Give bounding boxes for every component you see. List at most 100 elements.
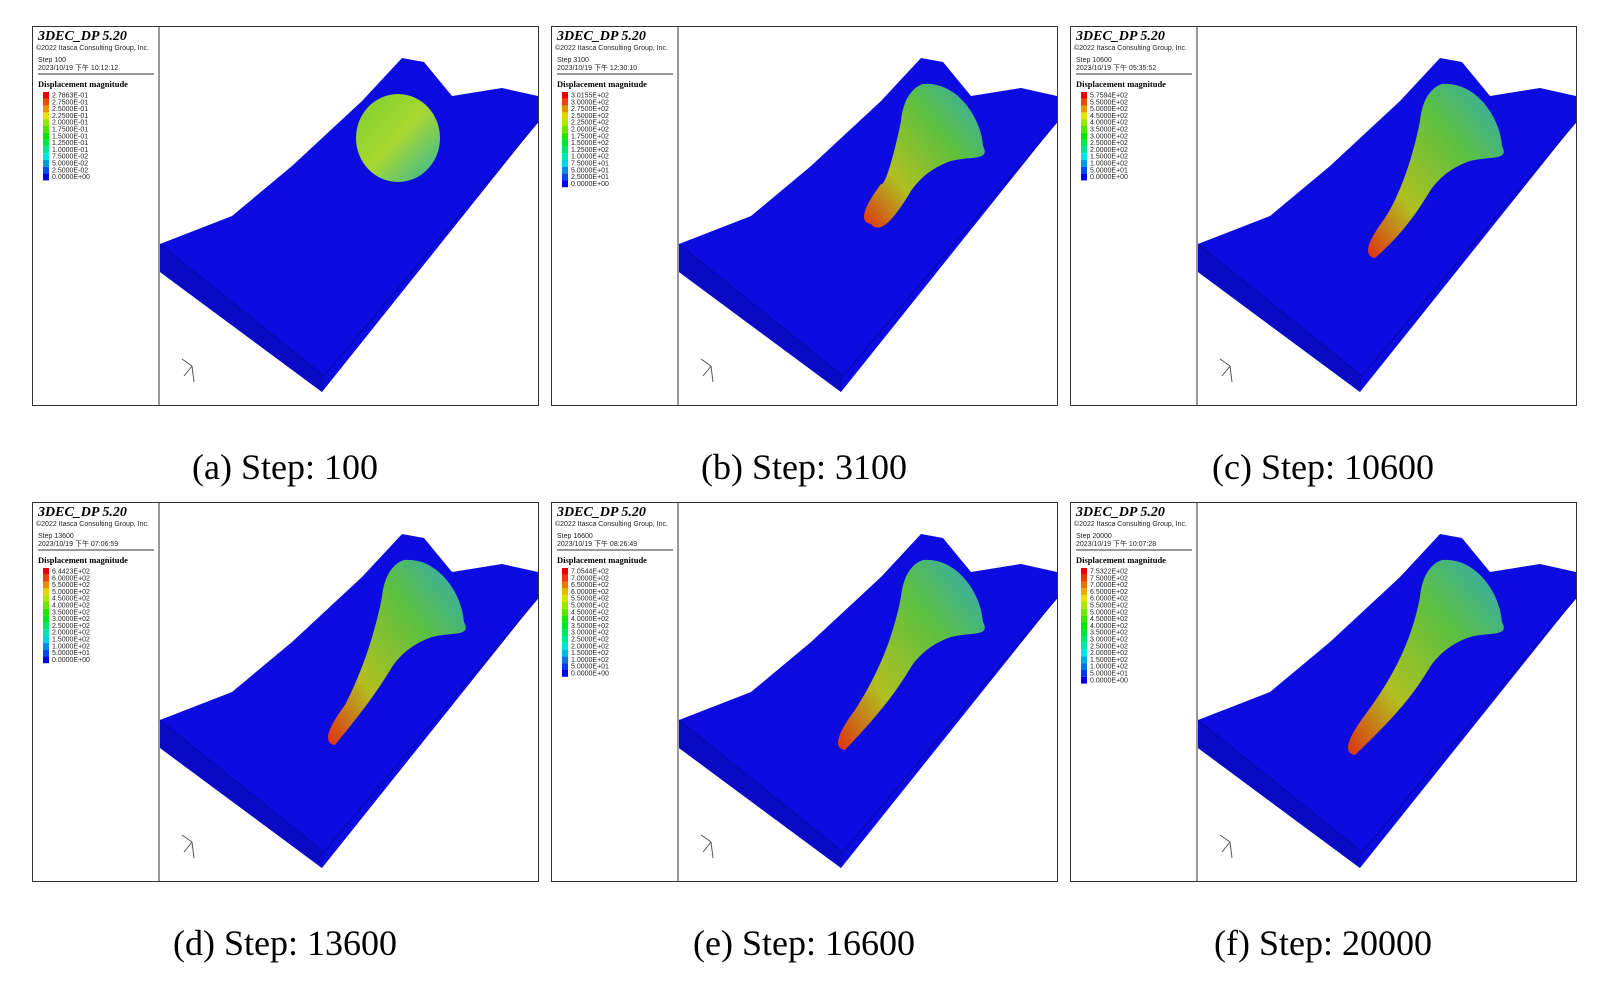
legend-swatch [1081,98,1087,106]
legend-swatch [562,112,568,120]
legend-label: 2.5000E+02 [1090,643,1128,650]
legend-swatch [562,649,568,657]
legend-swatch [562,670,568,677]
model-edge [678,597,1058,853]
legend-swatch [43,112,49,120]
legend-swatch [1081,622,1087,630]
legend-label: 4.5000E+02 [52,596,90,603]
legend-title: Displacement magnitude [38,555,128,565]
legend-swatch [562,160,568,167]
legend-label: 5.0000E+02 [52,589,90,596]
legend-swatch [562,615,568,623]
legend-swatch [562,574,568,582]
legend-label: 0.0000E+00 [1090,174,1128,181]
legend-swatch [43,105,49,113]
step-label: Step 13600 [38,533,74,540]
legend-swatch [1081,92,1087,99]
slide-mass [1368,83,1504,258]
legend-swatch [562,568,568,575]
legend-swatch [43,622,49,630]
legend-label: 1.7500E-01 [52,127,88,134]
legend-label: 4.5000E+02 [1090,113,1128,120]
copyright: ©2022 Itasca Consulting Group, Inc. [555,520,668,528]
legend-swatch [43,642,49,650]
legend-label: 0.0000E+00 [571,181,609,188]
legend-label: 1.5000E+02 [571,650,609,657]
legend-label: 4.5000E+02 [571,609,609,616]
legend-title: Displacement magnitude [557,79,647,89]
legend-swatch [562,588,568,596]
legend-swatch [562,132,568,140]
legend-swatch [43,595,49,602]
date-label: 2023/10/19 下午 12:30:10 [557,63,637,72]
date-label: 2023/10/19 下午 07:06:59 [38,539,118,548]
legend-label: 3.0000E+02 [52,616,90,623]
axes-glyph [700,834,714,859]
legend-swatch [43,166,49,174]
legend-label: 5.0000E+02 [1090,609,1128,616]
legend-swatch [562,629,568,636]
legend-label: 1.5000E+02 [52,637,90,644]
legend-label: 1.7500E+02 [571,133,609,140]
legend-swatch [43,139,49,147]
legend-label: 5.7594E+02 [1090,93,1128,100]
legend-swatch [1081,126,1087,133]
legend-label: 2.5000E-02 [52,167,88,174]
legend-label: 5.5000E+02 [52,582,90,589]
software-title: 3DEC_DP 5.20 [37,29,127,44]
legend-title: Displacement magnitude [38,79,128,89]
model-block [160,58,538,392]
slide-mass [356,94,440,182]
legend-swatch [43,629,49,636]
caption: (a) Step: 100 [192,447,378,487]
legend-swatch [562,166,568,174]
legend-swatch [1081,615,1087,623]
legend-swatch [1081,663,1087,670]
legend-label: 6.5000E+02 [571,582,609,589]
legend-label: 5.5000E+02 [1090,99,1128,106]
legend-label: 7.5322E+02 [1090,569,1128,576]
legend-label: 2.7500E-01 [52,99,88,106]
legend-label: 1.0000E+02 [571,657,609,664]
legend-label: 5.0000E+02 [571,603,609,610]
legend-swatch [1081,656,1087,664]
legend-label: 4.5000E+02 [1090,616,1128,623]
legend-swatch [43,173,49,181]
copyright: ©2022 Itasca Consulting Group, Inc. [36,44,149,52]
legend-label: 2.2500E-01 [52,113,88,120]
legend-label: 5.0000E-02 [52,161,88,168]
legend-title: Displacement magnitude [1076,79,1166,89]
legend-swatch [1081,112,1087,120]
legend-swatch [1081,602,1087,609]
legend-swatch [43,581,49,589]
legend-swatch [1081,676,1087,684]
legend-swatch [43,649,49,657]
axes-glyph [700,358,714,383]
legend-label: 4.0000E+02 [1090,120,1128,127]
legend-label: 1.5000E-01 [52,133,88,140]
caption: (e) Step: 16600 [693,923,915,963]
copyright: ©2022 Itasca Consulting Group, Inc. [1074,520,1187,528]
legend-swatch [562,105,568,113]
legend-swatch [1081,568,1087,575]
legend-label: 2.5000E-01 [52,106,88,113]
step-label: Step 100 [38,57,66,64]
legend-swatch [43,574,49,582]
legend-label: 7.0000E+02 [571,575,609,582]
legend-label: 4.0000E+02 [571,616,609,623]
legend-swatch [562,139,568,147]
legend-label: 2.5000E+01 [571,174,609,181]
legend-label: 3.0000E+02 [571,630,609,637]
date-label: 2023/10/19 下午 10:12:12 [38,63,118,72]
legend-swatch [562,119,568,126]
legend-label: 3.0000E+02 [1090,133,1128,140]
legend-title: Displacement magnitude [1076,555,1166,565]
legend-label: 6.5000E+02 [1090,589,1128,596]
legend-swatch [43,119,49,126]
panel: 3DEC_DP 5.20©2022 Itasca Consulting Grou… [551,26,1058,406]
slide-mass [1348,559,1504,755]
step-label: Step 10600 [1076,57,1112,64]
legend-swatch [562,608,568,616]
legend-label: 2.7863E-01 [52,93,88,100]
legend-swatch [43,615,49,623]
